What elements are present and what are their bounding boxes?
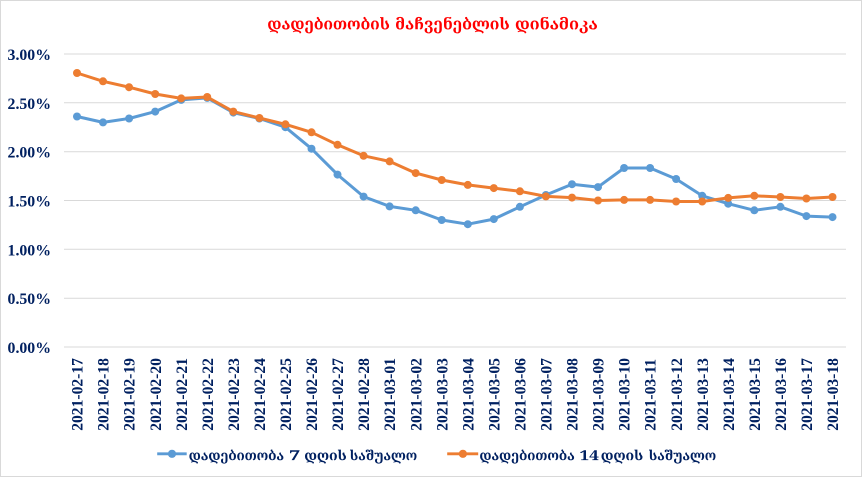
svg-text:1.50%: 1.50%: [8, 194, 51, 211]
svg-text:2021-02-26: 2021-02-26: [304, 358, 321, 431]
svg-text:2.50%: 2.50%: [8, 96, 51, 113]
svg-text:2021-02-20: 2021-02-20: [148, 358, 165, 431]
svg-text:2021-03-05: 2021-03-05: [486, 358, 503, 431]
svg-text:2021-03-17: 2021-03-17: [799, 358, 816, 431]
svg-text:2021-03-08: 2021-03-08: [565, 358, 582, 431]
svg-text:2021-03-07: 2021-03-07: [539, 358, 556, 431]
svg-text:2021-03-02: 2021-03-02: [408, 358, 425, 431]
svg-text:2.00%: 2.00%: [8, 145, 51, 162]
svg-text:2021-03-06: 2021-03-06: [513, 358, 530, 431]
svg-text:1.00%: 1.00%: [8, 242, 51, 259]
svg-text:2021-02-27: 2021-02-27: [330, 358, 347, 431]
svg-text:2021-03-16: 2021-03-16: [773, 358, 790, 431]
svg-text:0.00%: 0.00%: [8, 340, 51, 357]
svg-text:2021-03-09: 2021-03-09: [591, 358, 608, 431]
svg-text:2021-03-12: 2021-03-12: [669, 358, 686, 431]
svg-text:2021-03-10: 2021-03-10: [617, 358, 634, 431]
svg-text:2021-02-22: 2021-02-22: [200, 358, 217, 431]
svg-text:3.00%: 3.00%: [8, 47, 51, 64]
svg-text:2021-02-28: 2021-02-28: [356, 358, 373, 431]
svg-text:2021-02-24: 2021-02-24: [252, 358, 269, 431]
svg-text:2021-02-17: 2021-02-17: [70, 358, 87, 431]
svg-text:2021-03-14: 2021-03-14: [721, 358, 738, 431]
svg-text:2021-02-23: 2021-02-23: [226, 358, 243, 431]
svg-text:2021-03-11: 2021-03-11: [643, 359, 660, 431]
svg-text:2021-03-01: 2021-03-01: [382, 358, 399, 431]
svg-text:0.50%: 0.50%: [8, 291, 51, 308]
svg-text:2021-03-18: 2021-03-18: [825, 358, 842, 431]
svg-text:2021-03-04: 2021-03-04: [460, 358, 477, 431]
svg-text:2021-03-13: 2021-03-13: [695, 358, 712, 431]
svg-text:2021-03-03: 2021-03-03: [434, 358, 451, 431]
svg-text:2021-02-19: 2021-02-19: [122, 358, 139, 431]
svg-text:2021-02-25: 2021-02-25: [278, 358, 295, 431]
svg-text:2021-02-18: 2021-02-18: [96, 358, 113, 431]
svg-text:2021-02-21: 2021-02-21: [174, 358, 191, 431]
svg-text:2021-03-15: 2021-03-15: [747, 358, 764, 431]
